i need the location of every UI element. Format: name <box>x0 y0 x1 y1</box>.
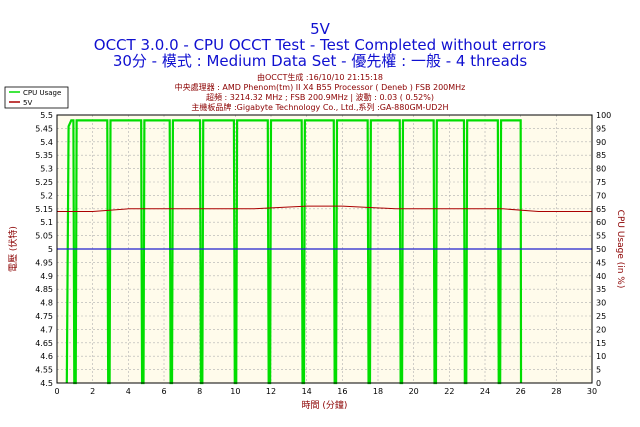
series-5v-line <box>57 205 592 212</box>
x-tick-label: 10 <box>230 387 240 396</box>
x-tick-label: 0 <box>54 387 59 396</box>
x-axis-label: 時間 (分鐘) <box>302 399 348 411</box>
x-tick-label: 22 <box>444 387 454 396</box>
legend-box <box>4 86 69 109</box>
y-tick-label-right: 85 <box>596 151 606 160</box>
y-tick-label-left: 4.9 <box>40 272 53 281</box>
chart-subtitle-test: OCCT 3.0.0 - CPU OCCT Test - Test Comple… <box>93 36 547 54</box>
y-tick-label-left: 5.25 <box>35 178 53 187</box>
chart-title: 5V <box>310 20 330 38</box>
series-cpu-usage-line <box>65 119 523 385</box>
x-tick-label: 2 <box>90 387 95 396</box>
y-tick-label-left: 4.85 <box>35 285 53 294</box>
y-tick-label-left: 4.65 <box>35 339 53 348</box>
y-tick-label-left: 5.05 <box>35 232 53 241</box>
info-generated: 由OCCT生成 :16/10/10 21:15:18 <box>257 73 383 82</box>
x-tick-label: 20 <box>409 387 419 396</box>
y-tick-label-right: 5 <box>596 366 601 375</box>
y-tick-label-right: 15 <box>596 339 606 348</box>
y-tick-label-left: 4.75 <box>35 312 53 321</box>
y-tick-label-left: 4.6 <box>40 352 53 361</box>
y-tick-label-left: 4.7 <box>40 325 53 334</box>
y-axis-label-left: 電壓 (伏特) <box>7 226 19 272</box>
y-tick-label-left: 4.95 <box>35 258 53 267</box>
y-tick-label-left: 5.15 <box>35 205 53 214</box>
y-tick-label-left: 4.8 <box>40 299 53 308</box>
y-tick-label-left: 5.5 <box>40 111 53 120</box>
y-tick-label-right: 45 <box>596 258 606 267</box>
info-cpu: 中央處理器 : AMD Phenom(tm) II X4 B55 Process… <box>174 83 466 92</box>
x-tick-label: 12 <box>266 387 276 396</box>
y-tick-label-right: 70 <box>596 191 606 200</box>
y-tick-label-right: 0 <box>596 379 601 388</box>
x-tick-label: 26 <box>516 387 526 396</box>
x-tick-label: 6 <box>161 387 166 396</box>
chart-subtitle-mode: 30分 - 模式 : Medium Data Set - 優先權 : 一般 - … <box>112 52 528 70</box>
x-tick-label: 18 <box>373 387 383 396</box>
y-tick-label-right: 50 <box>596 245 606 254</box>
y-tick-label-left: 5.1 <box>40 218 53 227</box>
legend-label-5v: 5V <box>23 99 32 107</box>
y-tick-label-right: 75 <box>596 178 606 187</box>
y-tick-label-right: 80 <box>596 165 606 174</box>
y-tick-label-right: 35 <box>596 285 606 294</box>
y-tick-label-left: 5.3 <box>40 165 53 174</box>
y-tick-label-right: 95 <box>596 124 606 133</box>
y-axis-label-right: CPU Usage (in %) <box>615 210 625 289</box>
x-tick-label: 16 <box>337 387 347 396</box>
y-tick-label-left: 4.55 <box>35 366 53 375</box>
y-tick-label-left: 5 <box>48 245 53 254</box>
y-tick-label-right: 100 <box>596 111 611 120</box>
y-tick-label-right: 60 <box>596 218 606 227</box>
x-tick-label: 24 <box>480 387 490 396</box>
y-tick-label-left: 5.45 <box>35 124 53 133</box>
legend-label-cpu-usage: CPU Usage <box>23 89 61 97</box>
y-tick-label-left: 5.4 <box>40 138 53 147</box>
y-tick-label-right: 90 <box>596 138 606 147</box>
y-tick-label-right: 40 <box>596 272 606 281</box>
y-tick-label-left: 4.5 <box>40 379 53 388</box>
y-tick-label-right: 20 <box>596 325 606 334</box>
plot-frame <box>56 114 593 384</box>
x-tick-label: 30 <box>587 387 597 396</box>
x-tick-label: 14 <box>302 387 312 396</box>
y-tick-label-right: 10 <box>596 352 606 361</box>
x-tick-label: 4 <box>126 387 131 396</box>
y-tick-label-right: 25 <box>596 312 606 321</box>
info-board: 主機板品牌 :Gigabyte Technology Co., Ltd.,系列 … <box>191 103 449 112</box>
y-tick-label-right: 65 <box>596 205 606 214</box>
info-clock: 超頻 : 3214.32 MHz ; FSB 200.9MHz | 波動 : 0… <box>205 93 434 102</box>
x-tick-label: 8 <box>197 387 202 396</box>
x-tick-label: 28 <box>551 387 561 396</box>
y-tick-label-left: 5.2 <box>40 191 53 200</box>
y-tick-label-right: 55 <box>596 232 606 241</box>
y-tick-label-right: 30 <box>596 299 606 308</box>
y-tick-label-left: 5.35 <box>35 151 53 160</box>
